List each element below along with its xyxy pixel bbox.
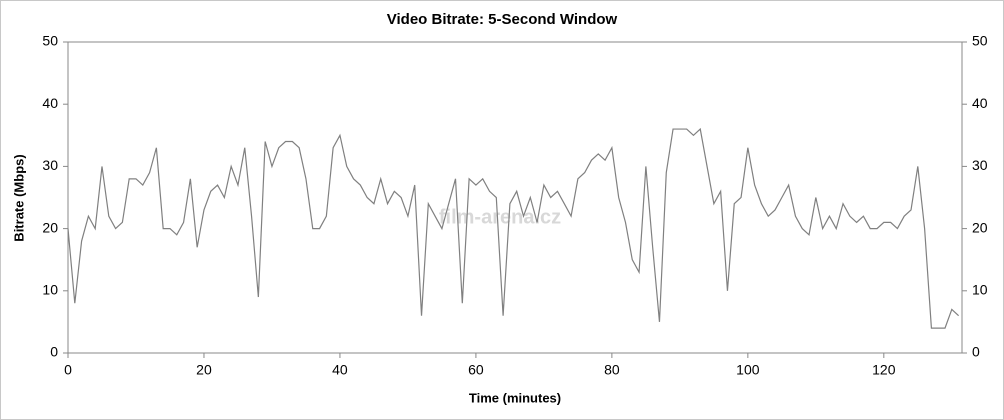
bitrate-line (67, 127, 960, 329)
y2-tick-label: 50 (972, 33, 988, 49)
y2-tick-label: 40 (972, 95, 988, 111)
y2-tick-label: 30 (972, 157, 988, 173)
y-tick-label: 50 (42, 33, 58, 49)
y2-tick-label: 10 (972, 282, 988, 298)
plot-frame (67, 41, 963, 354)
y-tick-label: 40 (42, 95, 58, 111)
y2-tick-label: 20 (972, 219, 988, 235)
x-tick-label: 40 (332, 362, 348, 378)
y2-tick-label: 0 (972, 344, 980, 360)
x-tick-label: 80 (604, 362, 620, 378)
y-tick-label: 20 (42, 219, 58, 235)
x-tick-label: 100 (736, 362, 760, 378)
x-tick-label: 20 (196, 362, 212, 378)
x-tick-label: 0 (64, 362, 72, 378)
y-tick-label: 30 (42, 157, 58, 173)
y-tick-label: 0 (50, 344, 58, 360)
x-tick-label: 120 (872, 362, 896, 378)
y-axis-label: Bitrate (Mbps) (11, 154, 26, 241)
x-tick-label: 60 (468, 362, 484, 378)
x-axis-label: Time (minutes) (469, 390, 561, 405)
y-tick-label: 10 (42, 282, 58, 298)
watermark: film-arena.cz (439, 206, 561, 228)
chart-title: Video Bitrate: 5-Second Window (387, 11, 618, 28)
